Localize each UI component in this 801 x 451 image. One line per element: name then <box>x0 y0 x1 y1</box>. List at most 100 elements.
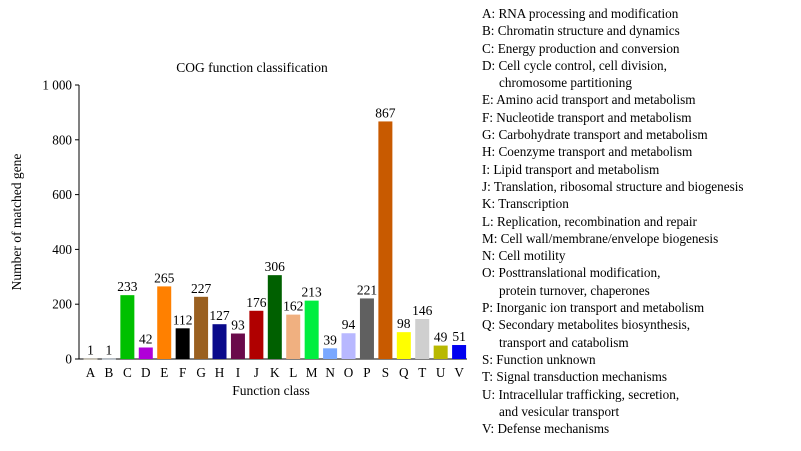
value-label-F: 112 <box>173 312 193 327</box>
legend-item-text: Q: Secondary metabolites biosynthesis, <box>482 317 691 333</box>
legend-item: B: Chromatin structure and dynamics <box>482 22 798 39</box>
x-tick-label-C: C <box>123 365 132 380</box>
legend-item-text: M: Cell wall/membrane/envelope biogenesi… <box>482 230 719 246</box>
value-label-V: 51 <box>452 329 466 344</box>
legend-item-continuation: and vesicular transport <box>499 403 620 419</box>
x-tick-label-K: K <box>270 365 280 380</box>
value-label-J: 176 <box>246 295 267 310</box>
value-label-N: 39 <box>323 332 337 347</box>
chart-title: COG function classification <box>176 60 328 75</box>
bar-C <box>120 295 135 359</box>
x-tick-label-D: D <box>141 365 151 380</box>
bar-M <box>304 300 319 359</box>
legend-item: Q: Secondary metabolites biosynthesis, tr… <box>482 316 798 351</box>
x-tick-label-I: I <box>236 365 240 380</box>
y-axis-label: Number of matched gene <box>9 154 24 291</box>
bar-E <box>157 286 172 359</box>
value-label-U: 49 <box>434 330 448 345</box>
bar-L <box>286 314 301 359</box>
bar-K <box>267 275 282 359</box>
value-label-D: 42 <box>139 331 153 346</box>
y-tick-label: 600 <box>52 187 72 202</box>
bar-H <box>212 324 227 359</box>
legend-item-text: U: Intracellular trafficking, secretion, <box>482 386 680 402</box>
x-tick-label-H: H <box>215 365 225 380</box>
legend-item-text: V: Defense mechanisms <box>482 421 610 437</box>
legend-item-text: G: Carbohydrate transport and metabolism <box>482 127 708 143</box>
legend-item-text: N: Cell motility <box>482 248 566 264</box>
legend-item-text: C: Energy production and conversion <box>482 40 680 56</box>
bar-T <box>415 318 430 359</box>
legend-item: T: Signal transduction mechanisms <box>482 368 798 385</box>
y-tick-label: 400 <box>52 242 72 257</box>
x-tick-label-P: P <box>363 365 370 380</box>
legend-item-text: F: Nucleotide transport and metabolism <box>482 109 692 125</box>
value-label-A: 1 <box>87 343 94 358</box>
legend-item: I: Lipid transport and metabolism <box>482 161 798 178</box>
y-tick-label: 800 <box>52 132 72 147</box>
legend-item-text: A: RNA processing and modification <box>482 6 679 21</box>
legend-item: J: Translation, ribosomal structure and … <box>482 178 798 195</box>
function-class-legend: A: RNA processing and modification B: Chr… <box>482 5 798 437</box>
bar-I <box>230 333 245 359</box>
legend-item-text: L: Replication, recombination and repair <box>482 213 697 229</box>
x-tick-label-B: B <box>105 365 114 380</box>
legend-item: E: Amino acid transport and metabolism <box>482 91 798 108</box>
legend-item: V: Defense mechanisms <box>482 420 798 437</box>
legend-item: N: Cell motility <box>482 247 798 264</box>
legend-item: L: Replication, recombination and repair <box>482 213 798 230</box>
legend-item: S: Function unknown <box>482 351 798 368</box>
legend-item: H: Coenzyme transport and metabolism <box>482 143 798 160</box>
bar-V <box>452 345 467 359</box>
bars <box>83 121 467 360</box>
y-ticks: 0 200 400 600 800 1 000 <box>42 78 79 367</box>
value-label-P: 221 <box>357 282 377 297</box>
value-label-H: 127 <box>209 308 230 323</box>
x-tick-label-V: V <box>454 365 464 380</box>
value-label-T: 146 <box>412 303 433 318</box>
x-tick-label-G: G <box>196 365 206 380</box>
y-tick-label: 1 000 <box>42 78 72 93</box>
x-tick-label-E: E <box>160 365 168 380</box>
x-tick-label-F: F <box>179 365 186 380</box>
legend-item-text: I: Lipid transport and metabolism <box>482 161 660 177</box>
x-tick-label-L: L <box>289 365 297 380</box>
value-label-Q: 98 <box>397 316 411 331</box>
legend-item: P: Inorganic ion transport and metabolis… <box>482 299 798 316</box>
legend-item: G: Carbohydrate transport and metabolism <box>482 126 798 143</box>
value-label-K: 306 <box>265 259 286 274</box>
bar-O <box>341 333 356 359</box>
legend-item: A: RNA processing and modification <box>482 5 798 22</box>
bar-B <box>101 358 116 360</box>
legend-item: K: Transcription <box>482 195 798 212</box>
x-tick-label-U: U <box>436 365 446 380</box>
x-tick-label-O: O <box>344 365 354 380</box>
value-label-S: 867 <box>375 105 396 120</box>
x-tick-label-Q: Q <box>399 365 409 380</box>
value-label-B: 1 <box>106 343 113 358</box>
bar-Q <box>396 332 411 359</box>
legend-item-continuation: transport and catabolism <box>499 334 629 350</box>
x-tick-label-M: M <box>306 365 318 380</box>
bar-P <box>359 298 374 359</box>
legend-item: C: Energy production and conversion <box>482 40 798 57</box>
legend-item-text: E: Amino acid transport and metabolism <box>482 92 696 108</box>
x-tick-label-T: T <box>418 365 426 380</box>
bar-U <box>433 345 448 359</box>
x-tick-label-S: S <box>382 365 389 380</box>
legend-item-text: P: Inorganic ion transport and metabolis… <box>482 300 705 316</box>
value-label-E: 265 <box>154 270 175 285</box>
legend-item-text: H: Coenzyme transport and metabolism <box>482 144 693 160</box>
value-label-M: 213 <box>302 285 323 300</box>
legend-item-text: B: Chromatin structure and dynamics <box>482 23 680 39</box>
legend-item-text: D: Cell cycle control, cell division, <box>482 57 667 73</box>
legend-item-text: J: Translation, ribosomal structure and … <box>482 178 744 194</box>
bar-D <box>138 347 153 359</box>
x-tick-label-J: J <box>254 365 259 380</box>
legend-item: M: Cell wall/membrane/envelope biogenesi… <box>482 230 798 247</box>
x-tick-label-N: N <box>325 365 335 380</box>
value-label-I: 93 <box>231 318 245 333</box>
bar-N <box>323 348 338 359</box>
